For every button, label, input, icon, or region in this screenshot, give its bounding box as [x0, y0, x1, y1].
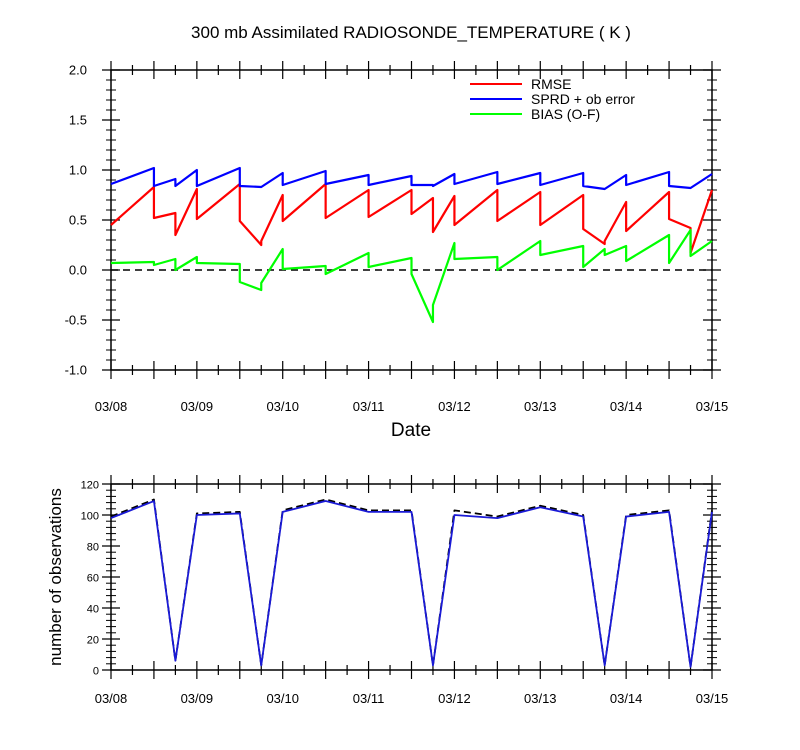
bottom-y-tick-label: 80 — [87, 542, 99, 554]
top-x-tick-label: 03/13 — [524, 399, 557, 414]
bottom-x-axis: 03/08 03/09 03/10 03/11 03/12 03/13 03/14 03/15 — [95, 475, 729, 706]
top-series-bias-o-f — [110, 228, 713, 324]
bottom-x-tick-label: 03/09 — [181, 691, 214, 706]
top-y-tick-label: 2.0 — [69, 63, 87, 78]
bottom-series-group — [110, 498, 713, 668]
top-x-tick-label: 03/10 — [266, 399, 299, 414]
top-y-tick-label: -1.0 — [65, 363, 87, 378]
top-chart: 300 mb Assimilated RADIOSONDE_TEMPERATUR… — [65, 23, 729, 441]
chart-title: 300 mb Assimilated RADIOSONDE_TEMPERATUR… — [191, 23, 631, 42]
top-plot-frame — [110, 69, 713, 371]
top-y-tick-label: -0.5 — [65, 313, 87, 328]
bottom-x-tick-label: 03/08 — [95, 691, 128, 706]
bottom-y-tick-label: 20 — [87, 635, 99, 647]
top-x-tick-label: 03/12 — [438, 399, 471, 414]
legend-label-sprd: SPRD + ob error — [531, 91, 635, 107]
top-series-sprd-ob-error — [110, 166, 713, 191]
top-y-tick-label: 0.0 — [69, 263, 87, 278]
bottom-x-tick-label: 03/10 — [266, 691, 299, 706]
top-y-tick-label: 0.5 — [69, 213, 87, 228]
bottom-x-tick-label: 03/12 — [438, 691, 471, 706]
top-y-tick-label: 1.5 — [69, 113, 87, 128]
bottom-y-axis: 0 20 40 60 80 100 120 — [81, 480, 721, 678]
bottom-chart: 0 20 40 60 80 100 120 03/08 03/09 03/10 03/11 03/1… — [46, 475, 728, 706]
top-x-tick-label: 03/14 — [610, 399, 643, 414]
top-x-axis: 03/08 03/09 03/10 03/11 03/12 03/13 03/14 03/15 — [95, 61, 729, 414]
bottom-series-total — [110, 498, 713, 668]
top-x-tick-label: 03/15 — [696, 399, 729, 414]
legend-label-rmse: RMSE — [531, 76, 571, 92]
legend-label-bias: BIAS (O-F) — [531, 106, 600, 122]
bottom-x-tick-label: 03/11 — [353, 691, 385, 706]
top-y-axis: -1.0 -0.5 0.0 0.5 1.0 1.5 2.0 — [65, 63, 721, 378]
y-axis-label: number of observations — [46, 488, 65, 666]
legend: RMSE SPRD + ob error BIAS (O-F) — [470, 76, 635, 122]
top-x-tick-label: 03/11 — [353, 399, 385, 414]
bottom-x-tick-label: 03/15 — [696, 691, 729, 706]
x-axis-label: Date — [391, 420, 431, 441]
bottom-y-tick-label: 100 — [81, 511, 99, 523]
top-series-group — [110, 166, 714, 324]
bottom-y-tick-label: 60 — [87, 573, 99, 585]
top-y-tick-label: 1.0 — [69, 163, 87, 178]
bottom-y-tick-label: 40 — [87, 604, 99, 616]
top-x-tick-label: 03/08 — [95, 399, 128, 414]
top-series-rmse — [110, 182, 714, 255]
bottom-y-tick-label: 120 — [81, 480, 99, 492]
bottom-y-tick-label: 0 — [93, 666, 99, 678]
bottom-series-assimilated — [110, 500, 713, 668]
bottom-x-tick-label: 03/13 — [524, 691, 557, 706]
top-x-tick-label: 03/09 — [181, 399, 214, 414]
bottom-x-tick-label: 03/14 — [610, 691, 643, 706]
